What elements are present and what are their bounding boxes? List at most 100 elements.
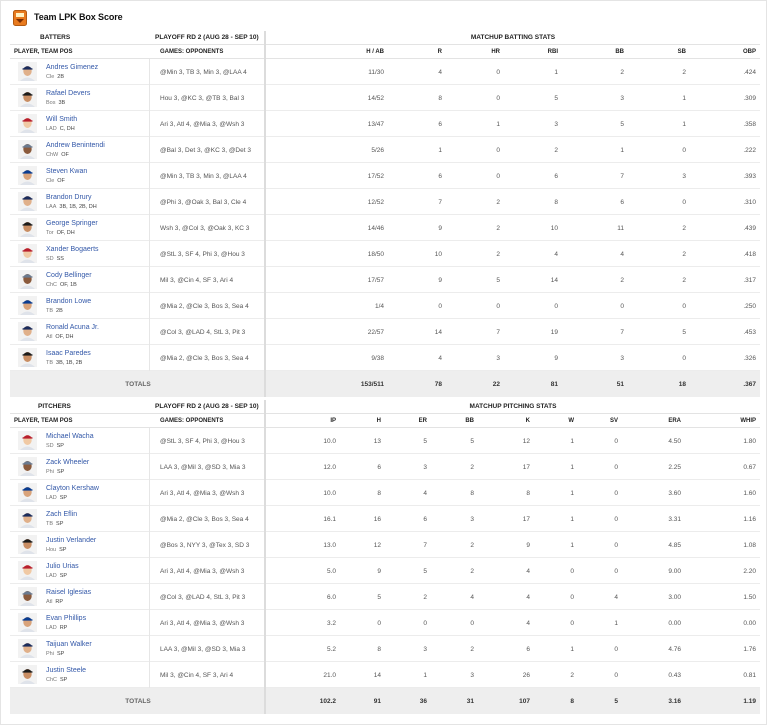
pitching-col-er[interactable]: ER [418, 418, 427, 424]
player-avatar-icon [18, 457, 37, 476]
pitching-col-games[interactable]: GAMES: OPPONENTS [160, 418, 224, 424]
stat-value: 14/46 [367, 225, 384, 232]
stat-value: 9.00 [668, 568, 681, 575]
pitching-col-sv[interactable]: SV [609, 418, 618, 424]
player-name-link[interactable]: Zach Eflin [46, 511, 78, 518]
player-row: Zack Wheeler Phi SP LAA 3, @Mil 3, @SD 3, M… [10, 454, 264, 480]
player-name-link[interactable]: Zack Wheeler [46, 459, 90, 466]
pitching-col-h[interactable]: H [376, 418, 381, 424]
player-name-link[interactable]: Evan Phillips [46, 615, 87, 622]
player-name-link[interactable]: Taijuan Walker [46, 641, 92, 648]
pitching-col-k[interactable]: K [525, 418, 530, 424]
games-cell: @Phi 3, @Oak 3, Bal 3, Cle 4 [150, 189, 266, 215]
stat-value: 7 [423, 542, 427, 549]
stat-value: 3 [470, 516, 474, 523]
stat-value: 2 [470, 542, 474, 549]
batting-col-bb[interactable]: BB [615, 49, 624, 55]
pitching-range-header: PLAYOFF RD 2 (AUG 28 - SEP 10) [155, 403, 259, 410]
player-name-link[interactable]: Andres Gimenez [46, 64, 99, 71]
stat-value: 6 [438, 121, 442, 128]
player-position: 3B [58, 100, 66, 106]
player-row: Evan Phillips LAD RP Ari 3, Atl 4, @Mia 3, … [10, 610, 264, 636]
player-position: SP [56, 651, 65, 657]
player-name-link[interactable]: Raisel Iglesias [46, 589, 92, 596]
stat-value: 14 [550, 277, 558, 284]
stat-value: 4 [423, 490, 427, 497]
stat-value: 0 [377, 620, 381, 627]
player-name-link[interactable]: Brandon Lowe [46, 298, 92, 305]
stat-value: 12 [522, 438, 530, 445]
player-name-link[interactable]: Julio Urias [46, 563, 79, 570]
player-row: Will Smith LAD C, DH Ari 3, Atl 4, @Mia 3, … [10, 111, 264, 137]
batters-header: BATTERS [40, 34, 71, 41]
stat-value: 0 [614, 490, 618, 497]
player-team: Hou [46, 547, 57, 553]
batting-col-games[interactable]: GAMES: OPPONENTS [160, 49, 224, 55]
batting-col-obp[interactable]: OBP [742, 49, 756, 55]
player-avatar-icon [18, 535, 37, 554]
player-name-link[interactable]: Will Smith [46, 116, 78, 123]
player-avatar-icon [18, 62, 37, 81]
pitching-col-ip[interactable]: IP [330, 418, 336, 424]
player-name-link[interactable]: Ronald Acuna Jr. [46, 324, 99, 331]
stat-value: 8 [377, 490, 381, 497]
player-name-link[interactable]: Brandon Drury [46, 194, 92, 201]
stat-value: 0 [614, 646, 618, 653]
totals-label: TOTALS [125, 381, 151, 388]
stats-row: 14/52 8 0 5 3 1 .309 [266, 85, 760, 111]
player-name-link[interactable]: Clayton Kershaw [46, 485, 99, 492]
player-team: ChC [46, 282, 58, 288]
player-name-link[interactable]: Rafael Devers [46, 90, 91, 97]
player-position: OF [57, 178, 65, 184]
player-name-link[interactable]: Cody Bellinger [46, 272, 92, 279]
batting-col-rbi[interactable]: RBI [547, 49, 558, 55]
pitching-col-player[interactable]: PLAYER, TEAM POS [14, 418, 73, 424]
batting-col-sb[interactable]: SB [677, 49, 686, 55]
player-name-link[interactable]: Isaac Paredes [46, 350, 91, 357]
stat-value: 0 [496, 69, 500, 76]
stat-value: 2 [682, 225, 686, 232]
stat-value: 19 [550, 329, 558, 336]
player-name-link[interactable]: George Springer [46, 220, 98, 227]
pitching-col-bb[interactable]: BB [465, 418, 474, 424]
stat-value: 1 [438, 147, 442, 154]
player-name-link[interactable]: Justin Steele [46, 667, 87, 674]
games-opponents: Ari 3, Atl 4, @Mia 3, @Wsh 3 [160, 490, 245, 497]
stat-value: 4.50 [668, 438, 681, 445]
player-row: Julio Urias LAD SP Ari 3, Atl 4, @Mia 3, @W… [10, 558, 264, 584]
stat-value: 5 [377, 594, 381, 601]
player-position: OF, 1B [60, 282, 77, 288]
stat-value: 4.85 [668, 542, 681, 549]
games-cell: @Min 3, TB 3, Min 3, @LAA 4 [150, 59, 266, 85]
player-name-link[interactable]: Justin Verlander [46, 537, 97, 544]
player-name-link[interactable]: Steven Kwan [46, 168, 88, 175]
batting-col-hr[interactable]: HR [491, 49, 500, 55]
batting-col-h-ab[interactable]: H / AB [366, 49, 384, 55]
player-team-pos: LAD SP [46, 495, 67, 501]
stat-value: 18/50 [367, 251, 384, 258]
player-name-link[interactable]: Michael Wacha [46, 433, 94, 440]
pitching-stats-header: MATCHUP PITCHING STATS [469, 403, 557, 410]
stat-value: 8 [438, 95, 442, 102]
batting-col-player[interactable]: PLAYER, TEAM POS [14, 49, 73, 55]
player-row: Raisel Iglesias Atl RP @Col 3, @LAD 4, StL … [10, 584, 264, 610]
player-cell: Michael Wacha SD SP [10, 428, 150, 454]
stat-value: 6 [620, 199, 624, 206]
stat-value: 2 [470, 646, 474, 653]
stat-value: 14 [373, 672, 381, 679]
player-position: OF, DH [56, 230, 75, 236]
stat-value: 8 [470, 490, 474, 497]
games-opponents: @Min 3, TB 3, Min 3, @LAA 4 [160, 69, 247, 76]
stats-row: 12/52 7 2 8 6 0 .310 [266, 189, 760, 215]
player-name-link[interactable]: Andrew Benintendi [46, 142, 105, 149]
pitching-col-w[interactable]: W [568, 418, 574, 424]
stat-value: 6 [423, 516, 427, 523]
player-name-link[interactable]: Xander Bogaerts [46, 246, 99, 253]
batting-col-r[interactable]: R [437, 49, 442, 55]
stats-row: 5/26 1 0 2 1 0 .222 [266, 137, 760, 163]
pitching-col-whip[interactable]: WHIP [740, 418, 756, 424]
player-team-pos: ChC OF, 1B [46, 282, 77, 288]
header: Team LPK Box Score [1, 1, 767, 31]
stat-value: 7 [496, 329, 500, 336]
pitching-col-era[interactable]: ERA [668, 418, 681, 424]
